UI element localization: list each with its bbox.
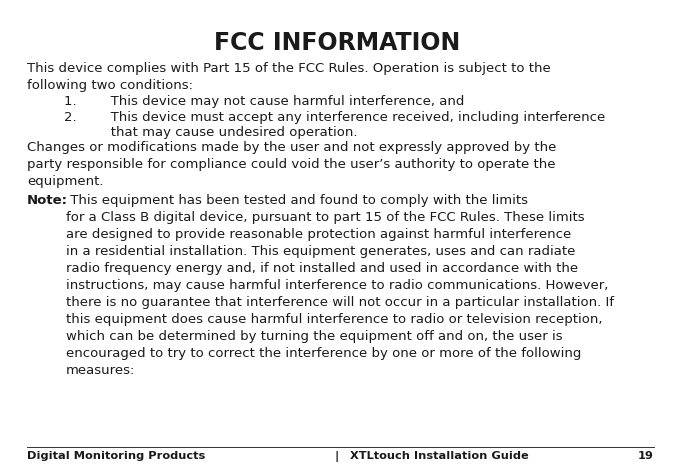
Text: This equipment has been tested and found to comply with the limits
for a Class B: This equipment has been tested and found… <box>66 194 614 377</box>
Text: |: | <box>335 451 339 462</box>
Text: XTLtouch Installation Guide: XTLtouch Installation Guide <box>350 451 529 461</box>
Text: 19: 19 <box>638 451 654 461</box>
Text: 2.        This device must accept any interference received, including interfere: 2. This device must accept any interfere… <box>64 111 605 124</box>
Text: that may cause undesired operation.: that may cause undesired operation. <box>64 126 357 139</box>
Text: Note:: Note: <box>27 194 68 207</box>
Text: Changes or modifications made by the user and not expressly approved by the
part: Changes or modifications made by the use… <box>27 141 556 188</box>
Text: Digital Monitoring Products: Digital Monitoring Products <box>27 451 205 461</box>
Text: 1.        This device may not cause harmful interference, and: 1. This device may not cause harmful int… <box>64 95 464 108</box>
Text: FCC INFORMATION: FCC INFORMATION <box>214 31 460 55</box>
Text: This device complies with Part 15 of the FCC Rules. Operation is subject to the
: This device complies with Part 15 of the… <box>27 62 551 92</box>
